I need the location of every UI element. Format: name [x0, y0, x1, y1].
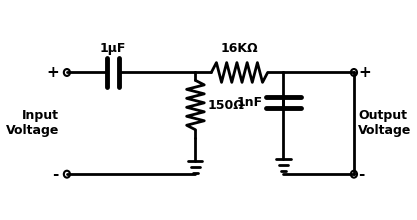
Text: 150Ω: 150Ω	[208, 99, 245, 112]
Text: -: -	[358, 167, 365, 182]
Text: Output
Voltage: Output Voltage	[358, 109, 412, 137]
Text: Input
Voltage: Input Voltage	[5, 109, 59, 137]
Text: -: -	[53, 167, 59, 182]
Text: +: +	[46, 65, 59, 80]
Text: 1μF: 1μF	[100, 42, 126, 55]
Text: 1nF: 1nF	[236, 96, 262, 109]
Text: 16KΩ: 16KΩ	[221, 42, 258, 55]
Text: +: +	[358, 65, 371, 80]
